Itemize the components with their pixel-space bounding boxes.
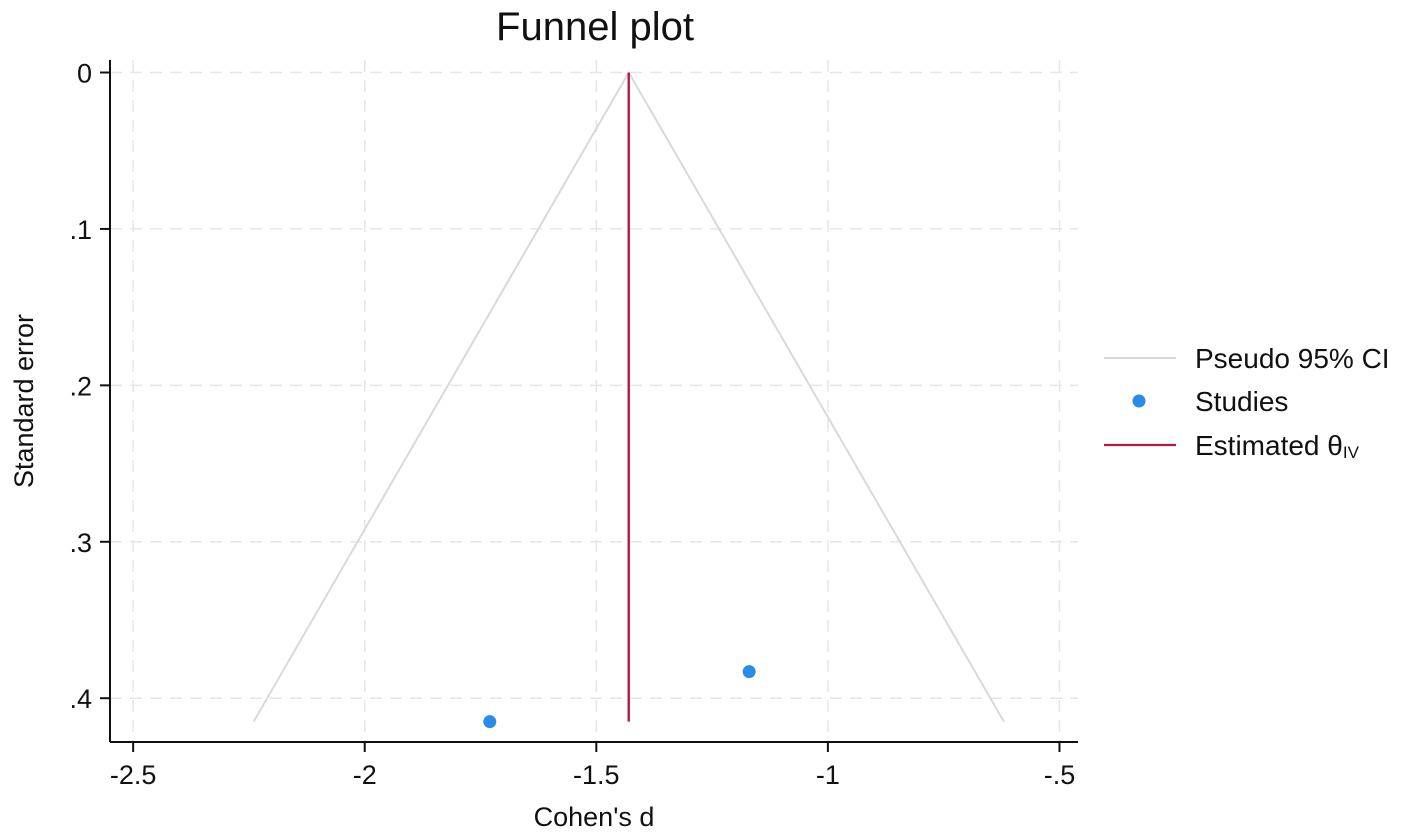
- x-tick-label: -2: [353, 760, 377, 790]
- legend-ci-label: Pseudo 95% CI: [1195, 343, 1390, 374]
- x-axis-label: Cohen's d: [534, 802, 655, 832]
- axes: [109, 60, 1078, 743]
- legend-estimate-label: Estimated θIV: [1195, 430, 1360, 462]
- y-axis-ticks: 0 .1 .2 .3 .4: [69, 59, 110, 714]
- x-tick-label: -2.5: [110, 760, 157, 790]
- ci-line: [252, 72, 630, 723]
- y-tick-label: 0: [77, 59, 92, 89]
- legend-studies-label: Studies: [1195, 386, 1288, 417]
- legend-estimate-text: Estimated θ: [1195, 430, 1343, 461]
- study-point: [483, 715, 497, 729]
- x-tick-label: -.5: [1044, 760, 1076, 790]
- y-axis-label: Standard error: [9, 314, 39, 488]
- pseudo-ci-lines: [252, 72, 1005, 723]
- x-tick-label: -1: [816, 760, 840, 790]
- x-axis-ticks: -2.5 -2 -1.5 -1 -.5: [110, 742, 1075, 790]
- study-point: [742, 665, 756, 679]
- chart-title: Funnel plot: [496, 5, 694, 49]
- legend: Pseudo 95% CI Studies Estimated θIV: [1104, 343, 1390, 462]
- y-tick-label: .1: [69, 215, 92, 245]
- x-tick-label: -1.5: [573, 760, 620, 790]
- study-points: [483, 665, 756, 729]
- grid-lines: [110, 60, 1078, 742]
- y-tick-label: .4: [69, 684, 92, 714]
- legend-estimate-subscript: IV: [1343, 443, 1360, 462]
- y-tick-label: .2: [69, 371, 92, 401]
- y-tick-label: .3: [69, 528, 92, 558]
- ci-line: [627, 72, 1005, 723]
- legend-studies-swatch: [1132, 394, 1146, 408]
